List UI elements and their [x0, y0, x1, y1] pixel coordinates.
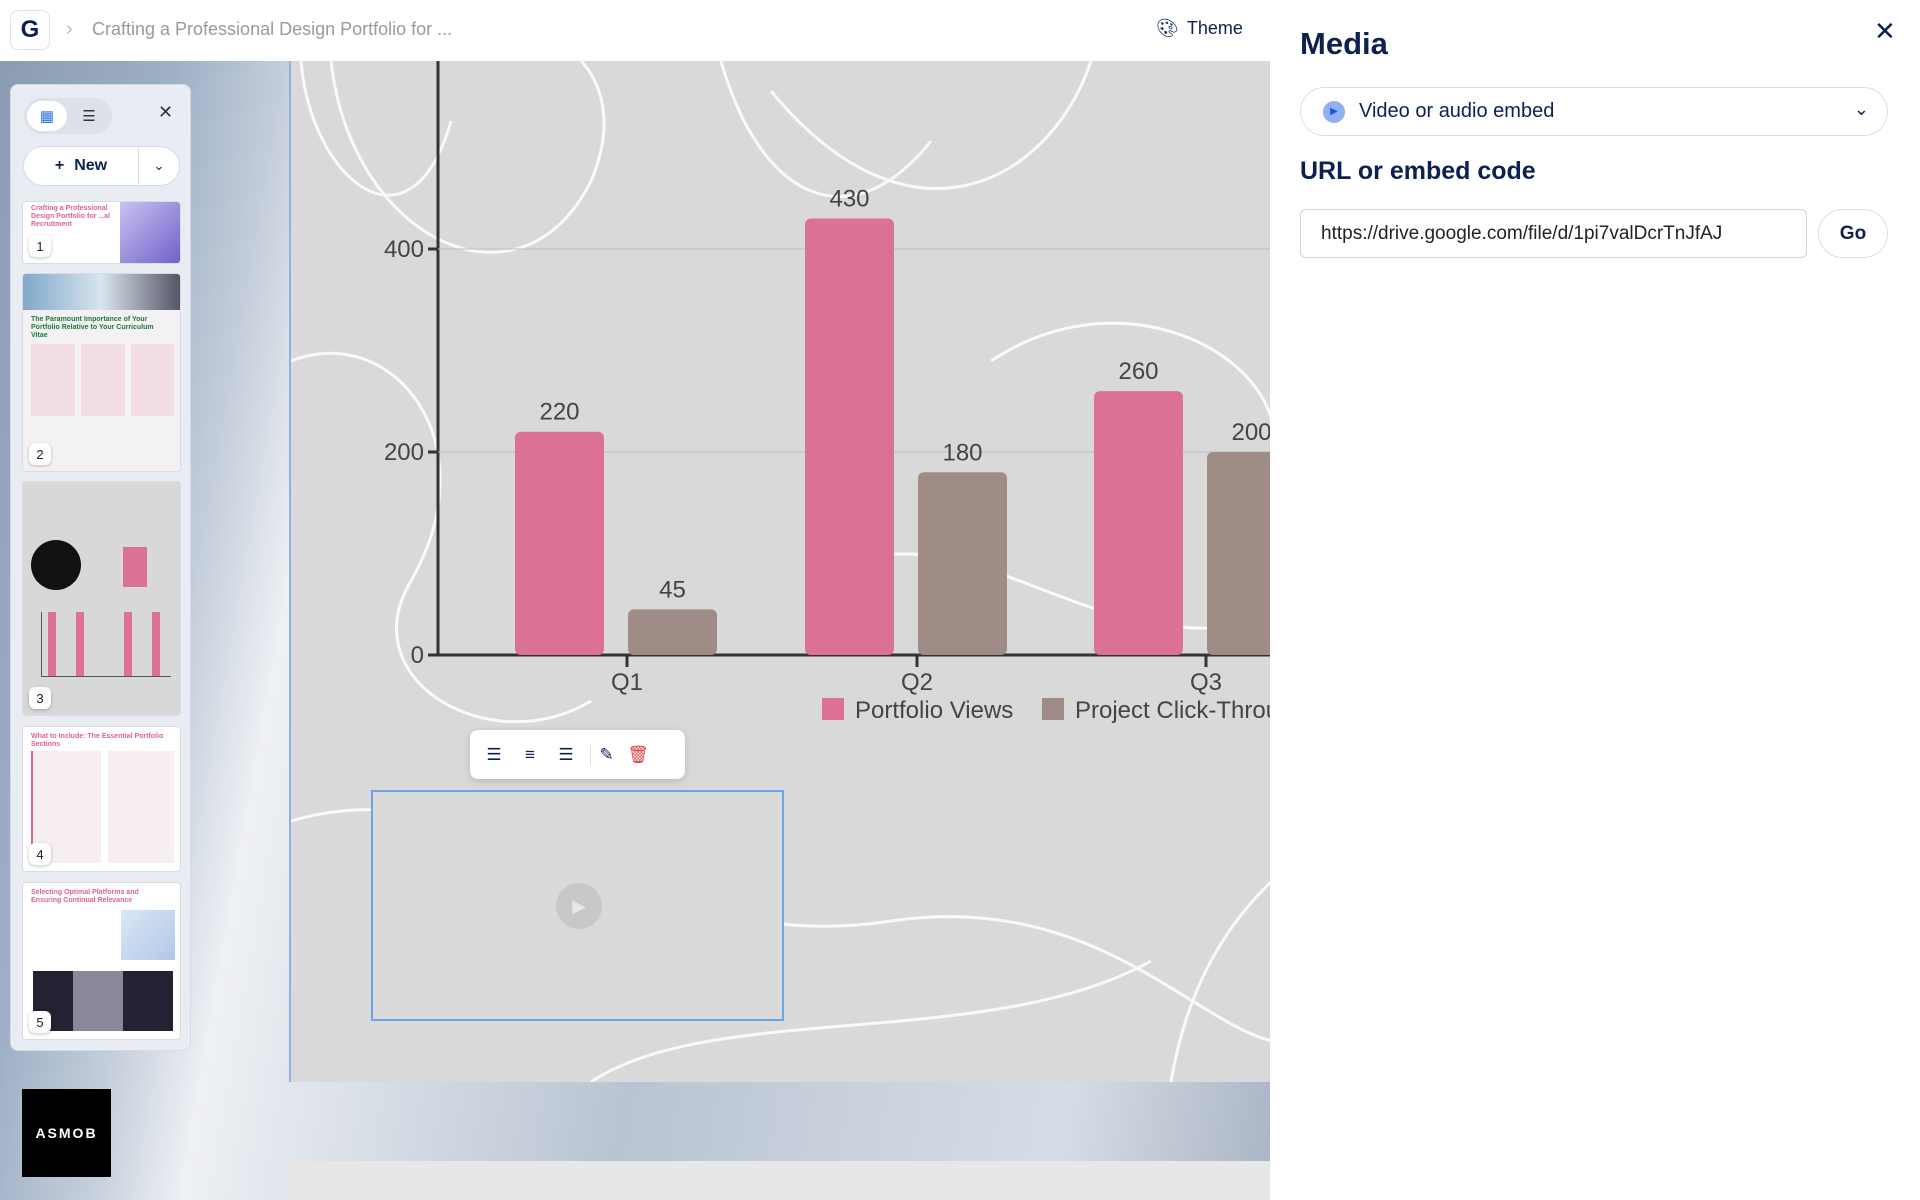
thumb-columns — [31, 344, 174, 416]
align-center-icon[interactable]: ≡ — [525, 744, 535, 764]
slide-thumbnail-2[interactable]: The Paramount Importance of Your Portfol… — [22, 273, 181, 472]
slide-number: 2 — [29, 443, 51, 465]
brand-logo: ASMOB — [22, 1089, 111, 1177]
slide-thumbnail-3[interactable]: 3 — [22, 481, 181, 716]
palette-icon: 🎨︎ — [1156, 18, 1179, 38]
bar-portfolio-views — [805, 218, 894, 656]
slide-number: 4 — [29, 843, 51, 865]
thumb-title: The Paramount Importance of Your Portfol… — [31, 316, 154, 339]
bar-value-label: 45 — [659, 576, 686, 603]
align-left-icon[interactable]: ☰ — [486, 744, 502, 764]
y-tick-label: 400 — [384, 236, 424, 263]
play-icon: ▶ — [1323, 100, 1345, 123]
legend-swatch — [822, 698, 844, 720]
thumb-columns — [31, 751, 174, 863]
theme-button[interactable]: 🎨︎ Theme — [1156, 18, 1243, 39]
y-tick-label: 0 — [411, 642, 424, 669]
slide-canvas[interactable]: 0 200 400 Q1 220 45 Q2 430 180 Q3 260 200 Portfolio … — [289, 61, 1270, 1082]
bar-project-click-throu — [918, 472, 1007, 655]
align-right-icon[interactable]: ☰ — [558, 744, 574, 764]
thumb-title: Crafting a Professional Design Portfolio… — [31, 205, 110, 228]
slide-thumbnail-5[interactable]: Selecting Optimal Platforms and Ensuring… — [22, 882, 181, 1040]
close-icon[interactable]: ✕ — [158, 102, 174, 122]
media-panel: Media ✕ ▶ Video or audio embed ⌄ URL or … — [1270, 0, 1920, 1200]
thumb-chart — [41, 612, 171, 677]
go-button[interactable]: Go — [1818, 209, 1888, 258]
new-button[interactable]: + New — [24, 147, 139, 185]
element-toolbar: ☰ ≡ ☰ ✎ 🗑︎ — [470, 730, 685, 779]
theme-label: Theme — [1186, 18, 1243, 38]
bar-portfolio-views — [1094, 391, 1183, 655]
trash-icon[interactable]: 🗑︎ — [627, 744, 649, 764]
bar-value-label: 220 — [539, 399, 579, 426]
media-type-select[interactable]: ▶ Video or audio embed ⌄ — [1300, 87, 1888, 136]
breadcrumb[interactable]: Crafting a Professional Design Portfolio… — [92, 19, 453, 39]
x-tick-label: Q1 — [611, 669, 643, 696]
url-input[interactable] — [1300, 209, 1807, 258]
y-tick-label: 200 — [384, 439, 424, 466]
top-bar: G › Crafting a Professional Design Portf… — [0, 0, 1270, 61]
thumb-image — [120, 202, 180, 263]
bar-project-click-throu — [1207, 452, 1270, 655]
x-tick-label: Q2 — [901, 669, 933, 696]
thumb-shape — [123, 547, 147, 587]
legend-label: Portfolio Views — [855, 697, 1013, 724]
thumb-image — [23, 274, 180, 310]
play-icon[interactable]: ▶ — [556, 883, 602, 929]
video-embed-placeholder[interactable]: ▶ — [371, 790, 784, 1021]
slide-thumbnail-1[interactable]: Crafting a Professional Design Portfolio… — [22, 201, 181, 264]
thumb-title: What to Include: The Essential Portfolio… — [31, 733, 164, 748]
url-label: URL or embed code — [1300, 157, 1536, 185]
filmstrip-view-icon[interactable]: ▦ — [27, 101, 67, 131]
slide-number: 5 — [29, 1011, 51, 1033]
chevron-down-icon[interactable]: ⌄ — [153, 158, 165, 173]
bar-project-click-throu — [628, 609, 717, 655]
slide-number: 3 — [29, 687, 51, 709]
next-slide[interactable] — [287, 1161, 1270, 1200]
slide-thumbnail-4[interactable]: What to Include: The Essential Portfolio… — [22, 726, 181, 872]
bar-value-label: 430 — [829, 186, 869, 213]
close-icon[interactable]: ✕ — [1874, 16, 1896, 46]
media-type-value: Video or audio embed — [1359, 100, 1555, 122]
slide-number: 1 — [29, 235, 51, 257]
chevron-down-icon: ⌄ — [1853, 99, 1869, 119]
bar-value-label: 200 — [1231, 419, 1270, 446]
x-tick-label: Q3 — [1190, 669, 1222, 696]
edit-icon[interactable]: ✎ — [590, 744, 614, 765]
chevron-right-icon: › — [66, 18, 73, 40]
thumb-image — [31, 540, 81, 590]
new-label: New — [74, 157, 108, 174]
plus-icon: + — [54, 157, 65, 174]
legend-swatch — [1042, 698, 1064, 720]
panel-title: Media — [1300, 26, 1388, 61]
thumb-logos — [33, 971, 173, 1031]
bar-value-label: 180 — [942, 439, 982, 466]
thumb-title: Selecting Optimal Platforms and Ensuring… — [31, 889, 139, 904]
view-toggle: ▦ ☰ — [24, 98, 112, 134]
thumb-image — [121, 910, 175, 960]
app-logo[interactable]: G — [10, 10, 50, 50]
bar-chart: 0 200 400 Q1 220 45 Q2 430 180 Q3 260 200 Portfolio … — [291, 61, 1270, 1082]
bar-portfolio-views — [515, 431, 604, 655]
legend-label: Project Click-Throu — [1075, 697, 1270, 724]
slide-sidebar: ▦ ☰ ✕ + New ⌄ Crafting a Professional Des… — [10, 84, 191, 1051]
new-slide-button: + New ⌄ — [23, 146, 180, 186]
bar-value-label: 260 — [1118, 358, 1158, 385]
list-view-icon[interactable]: ☰ — [82, 108, 96, 125]
